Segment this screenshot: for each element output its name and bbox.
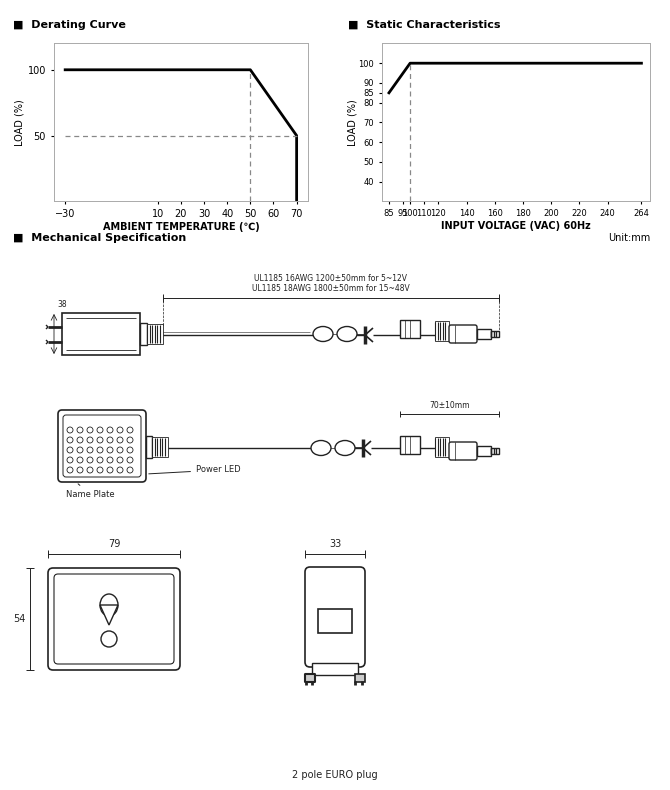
- Text: 2 pole EURO plug: 2 pole EURO plug: [292, 770, 378, 780]
- Bar: [152, 437, 168, 457]
- X-axis label: INPUT VOLTAGE (VAC) 60Hz: INPUT VOLTAGE (VAC) 60Hz: [441, 221, 591, 231]
- Text: ■  Derating Curve: ■ Derating Curve: [13, 20, 126, 30]
- Bar: [435, 437, 449, 457]
- Bar: [305, 674, 315, 682]
- Text: ■  Mechanical Specification: ■ Mechanical Specification: [13, 233, 187, 243]
- Bar: [491, 331, 499, 337]
- Polygon shape: [100, 605, 118, 625]
- Bar: [355, 674, 365, 682]
- Bar: [318, 609, 352, 633]
- Bar: [62, 313, 140, 355]
- Bar: [147, 324, 163, 344]
- Bar: [400, 436, 420, 454]
- Ellipse shape: [335, 441, 355, 456]
- Ellipse shape: [313, 326, 333, 341]
- Bar: [477, 329, 491, 339]
- Bar: [435, 321, 449, 341]
- Text: 54: 54: [13, 614, 26, 624]
- FancyBboxPatch shape: [58, 410, 146, 482]
- Bar: [491, 448, 499, 454]
- Text: 33: 33: [329, 539, 341, 549]
- Text: Name Plate: Name Plate: [66, 483, 115, 499]
- Text: 38: 38: [57, 300, 66, 309]
- Text: ■  Static Characteristics: ■ Static Characteristics: [348, 20, 501, 30]
- Text: Unit:mm: Unit:mm: [608, 233, 650, 243]
- FancyBboxPatch shape: [449, 325, 477, 343]
- Ellipse shape: [100, 594, 118, 616]
- Bar: [140, 323, 147, 345]
- X-axis label: AMBIENT TEMPERATURE (℃): AMBIENT TEMPERATURE (℃): [103, 222, 259, 232]
- Bar: [146, 436, 152, 458]
- Text: 70±10mm: 70±10mm: [429, 401, 470, 410]
- FancyBboxPatch shape: [449, 442, 477, 460]
- Text: 79: 79: [108, 539, 120, 549]
- Y-axis label: LOAD (%): LOAD (%): [347, 99, 357, 146]
- Text: Power LED: Power LED: [149, 465, 241, 475]
- Y-axis label: LOAD (%): LOAD (%): [15, 99, 25, 146]
- Ellipse shape: [337, 326, 357, 341]
- Bar: [312, 663, 358, 675]
- Text: UL1185 16AWG 1200±50mm for 5~12V
UL1185 18AWG 1800±50mm for 15~48V: UL1185 16AWG 1200±50mm for 5~12V UL1185 …: [252, 273, 410, 293]
- FancyBboxPatch shape: [48, 568, 180, 670]
- FancyBboxPatch shape: [305, 567, 365, 667]
- Bar: [477, 446, 491, 456]
- Ellipse shape: [311, 441, 331, 456]
- FancyBboxPatch shape: [54, 574, 174, 664]
- Bar: [400, 320, 420, 338]
- FancyBboxPatch shape: [63, 415, 141, 477]
